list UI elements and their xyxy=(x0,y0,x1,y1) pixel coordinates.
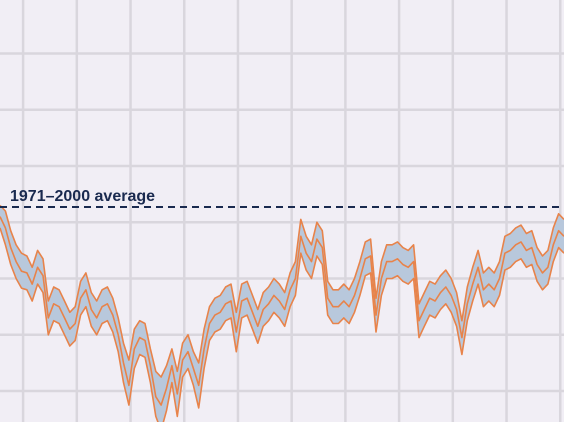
uncertainty-band xyxy=(0,205,564,422)
mean-line xyxy=(0,216,564,406)
reference-average-label: 1971–2000 average xyxy=(10,188,155,205)
upper-bound-line xyxy=(0,204,564,378)
lower-bound-line xyxy=(0,227,564,422)
